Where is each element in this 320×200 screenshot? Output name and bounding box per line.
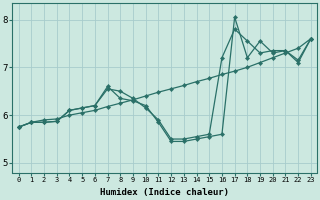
X-axis label: Humidex (Indice chaleur): Humidex (Indice chaleur) [100, 188, 229, 197]
